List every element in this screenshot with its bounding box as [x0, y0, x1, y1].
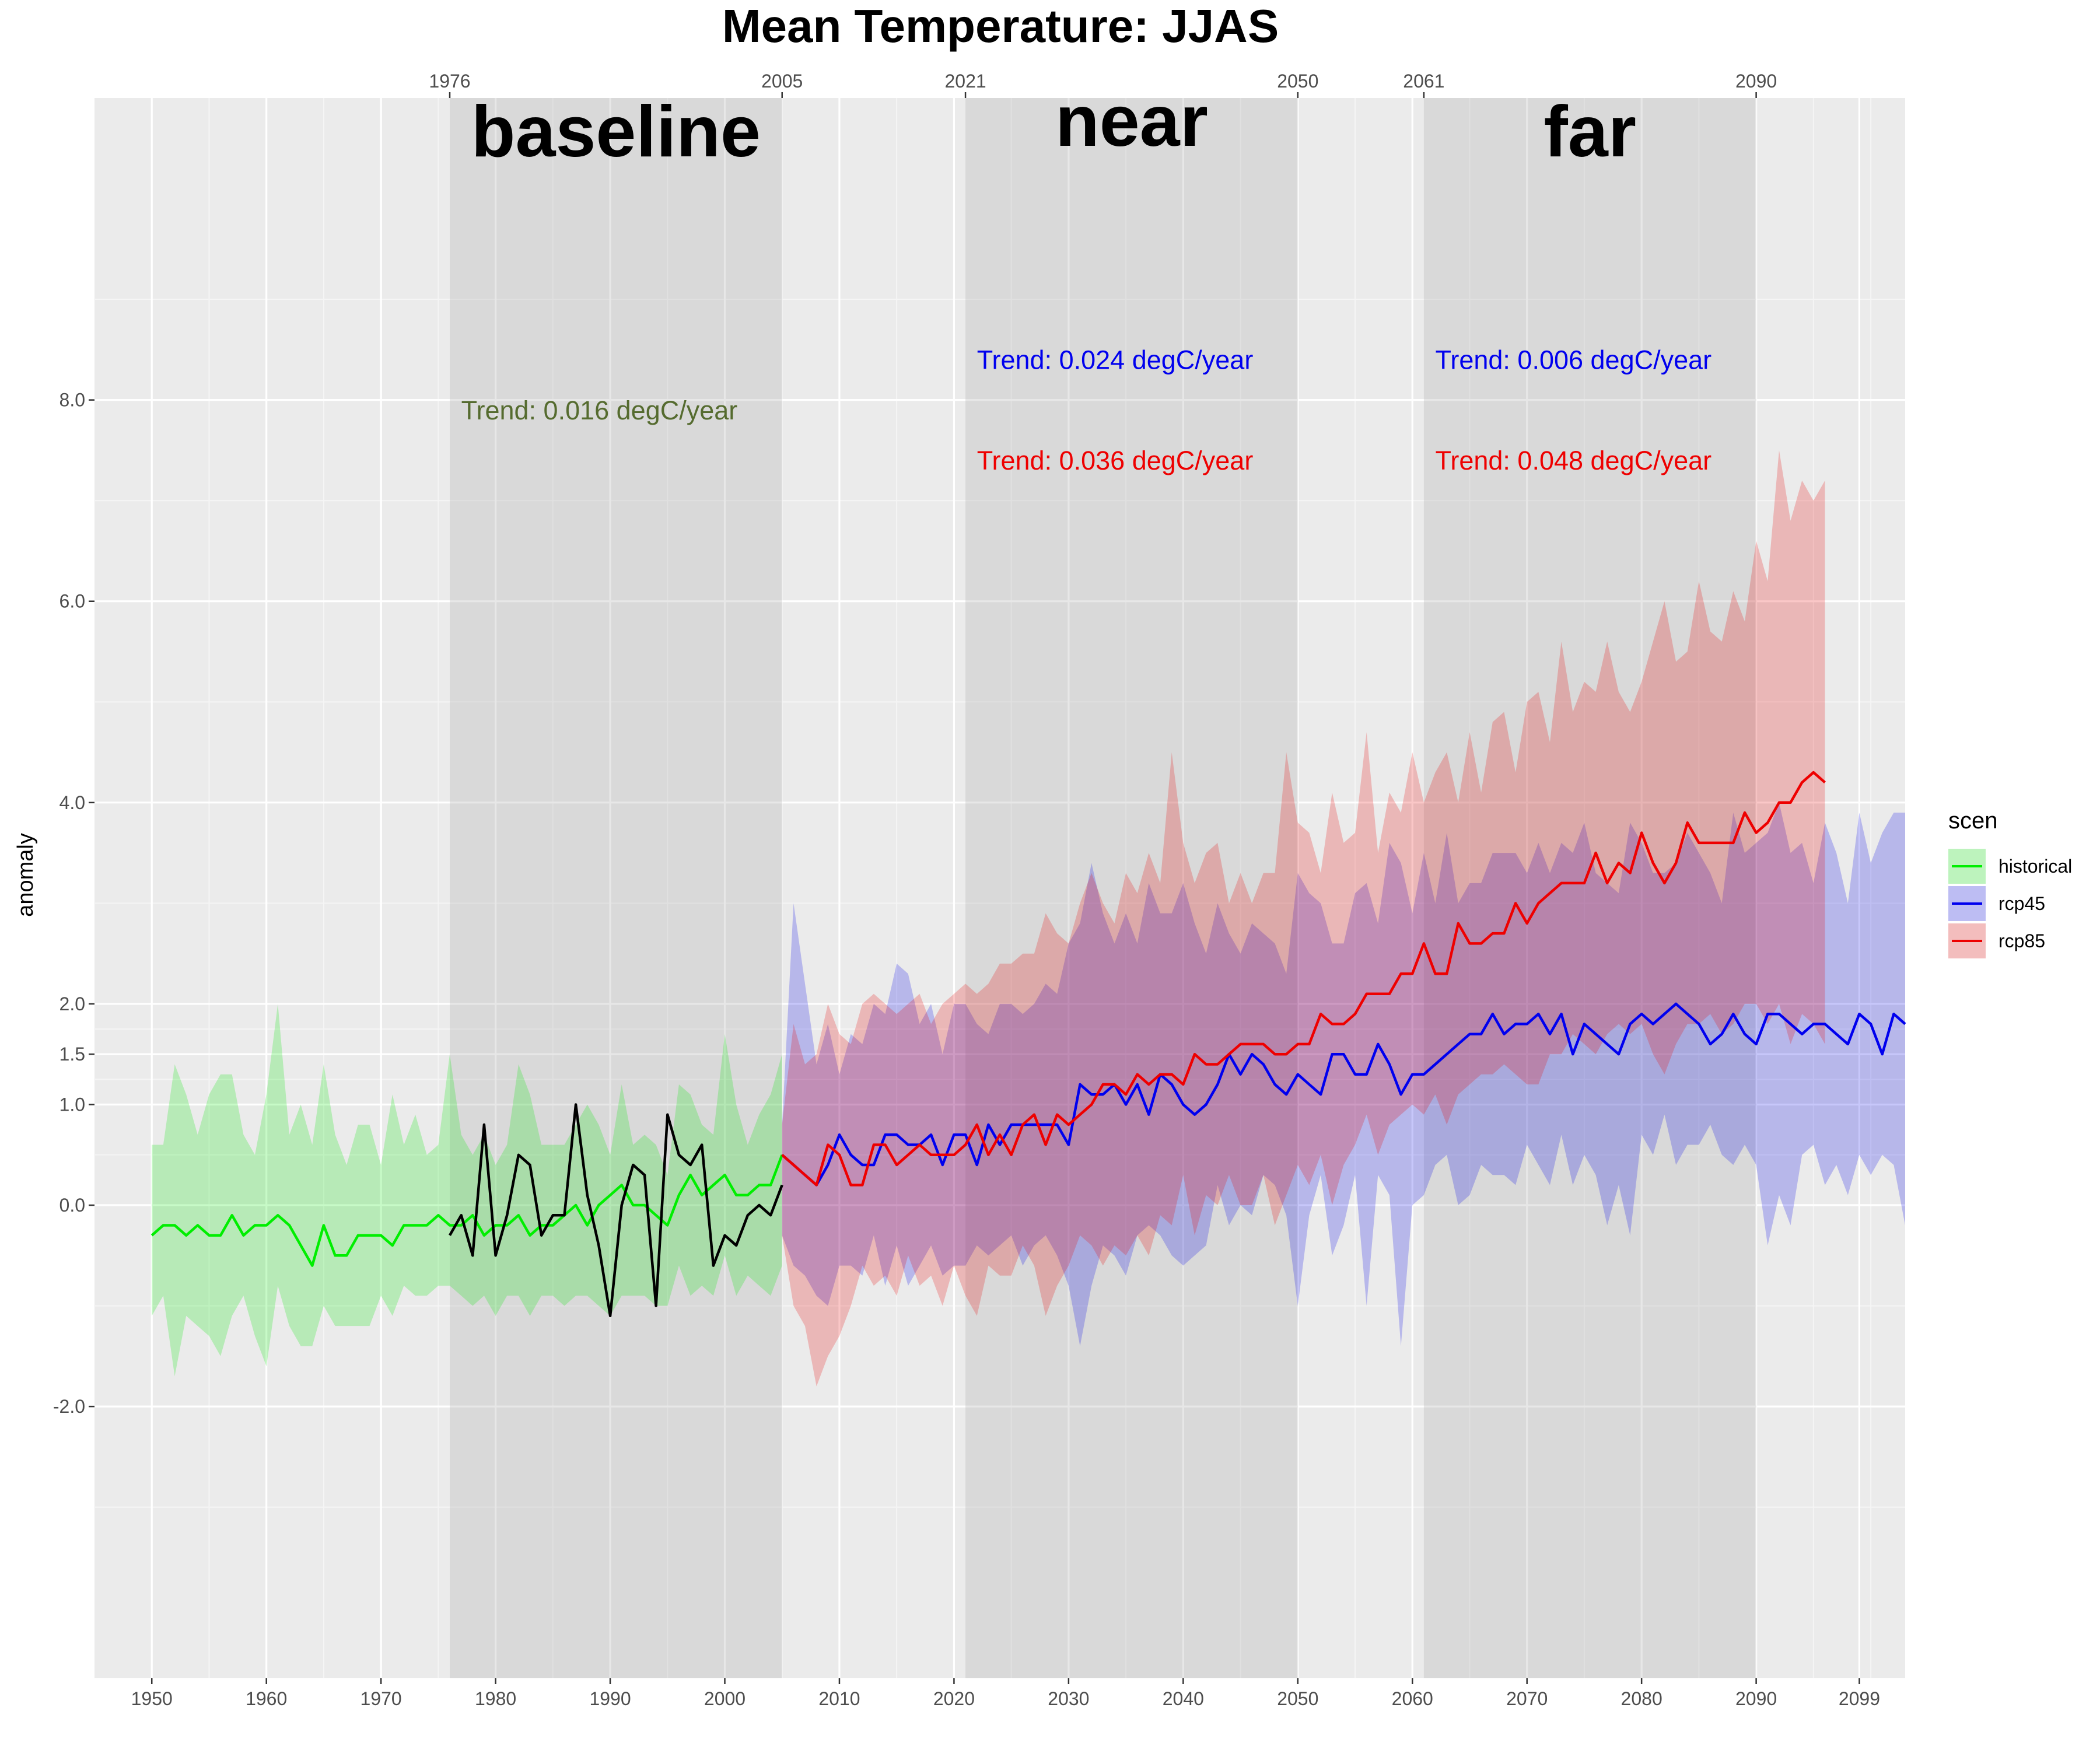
x-tick-label: 2060: [1392, 1688, 1433, 1709]
legend: historical rcp45 rcp85: [1948, 849, 2072, 958]
x-tick-label: 2070: [1506, 1688, 1548, 1709]
top-tick-label: 2021: [944, 71, 986, 92]
legend-label-historical: historical: [1999, 856, 2072, 877]
x-tick-label: 2040: [1163, 1688, 1204, 1709]
x-tick-label: 1980: [475, 1688, 516, 1709]
period-label-far: far: [1544, 92, 1636, 172]
x-tick-label: 2050: [1277, 1688, 1318, 1709]
top-tick-label: 1976: [429, 71, 470, 92]
period-label-near: near: [1055, 81, 1208, 162]
x-tick-label: 1970: [360, 1688, 402, 1709]
ribbon-rcp85: [782, 450, 1825, 1387]
period-band-baseline: [450, 98, 782, 1678]
x-tick-label: 2099: [1839, 1688, 1880, 1709]
series-line-observed: [449, 1103, 783, 1318]
y-tick-label: 4.0: [60, 792, 85, 813]
legend-label-rcp85: rcp85: [1999, 930, 2045, 951]
x-tick-label: 2080: [1621, 1688, 1662, 1709]
y-tick-label: 1.0: [60, 1094, 85, 1115]
x-tick-label: 2000: [704, 1688, 746, 1709]
y-tick-label: 8.0: [60, 390, 85, 411]
top-tick-label: 2050: [1277, 71, 1318, 92]
x-tick-label: 2030: [1048, 1688, 1089, 1709]
series-line-rcp45: [781, 1002, 1906, 1186]
x-tick-label: 2010: [818, 1688, 860, 1709]
top-tick-label: 2061: [1403, 71, 1444, 92]
x-tick-label: 1960: [246, 1688, 287, 1709]
period-label-baseline: baseline: [471, 92, 761, 172]
plot-layer: 8.0 6.0 4.0 2.0 1.5 1.0 0.0 -2.0 1950 1960 1970 198…: [53, 71, 1906, 1709]
y-tick-label: 1.5: [60, 1044, 85, 1065]
trend-annotation: Trend: 0.006 degC/year: [1436, 345, 1712, 375]
x-tick-label: 1990: [589, 1688, 631, 1709]
legend-title: scen: [1948, 808, 1998, 834]
trend-annotation: Trend: 0.024 degC/year: [977, 345, 1254, 375]
x-tick-label: 1950: [131, 1688, 173, 1709]
trend-annotation: Trend: 0.016 degC/year: [461, 396, 738, 425]
x-tick-label: 2090: [1735, 1688, 1777, 1709]
legend-label-rcp45: rcp45: [1999, 893, 2045, 914]
y-axis-title: anomaly: [13, 833, 38, 917]
series-line-rcp85: [781, 771, 1826, 1186]
chart-title: Mean Temperature: JJAS: [722, 0, 1279, 52]
top-tick-label: 2090: [1735, 71, 1777, 92]
ribbon-historical: [152, 1003, 782, 1377]
x-tick-label: 2020: [933, 1688, 975, 1709]
y-tick-label: 6.0: [60, 591, 85, 612]
trend-annotation: Trend: 0.036 degC/year: [977, 446, 1254, 475]
period-band-far: [1423, 98, 1756, 1678]
plot-panel: [94, 98, 1905, 1678]
top-tick-label: 2005: [761, 71, 803, 92]
y-tick-label: -2.0: [53, 1396, 85, 1417]
y-tick-label: 2.0: [60, 993, 85, 1014]
period-band-near: [965, 98, 1298, 1678]
trend-annotation: Trend: 0.048 degC/year: [1436, 446, 1712, 475]
series-line-historical: [150, 1154, 783, 1267]
ribbon-rcp45: [782, 802, 1905, 1346]
y-tick-label: 0.0: [60, 1195, 85, 1216]
